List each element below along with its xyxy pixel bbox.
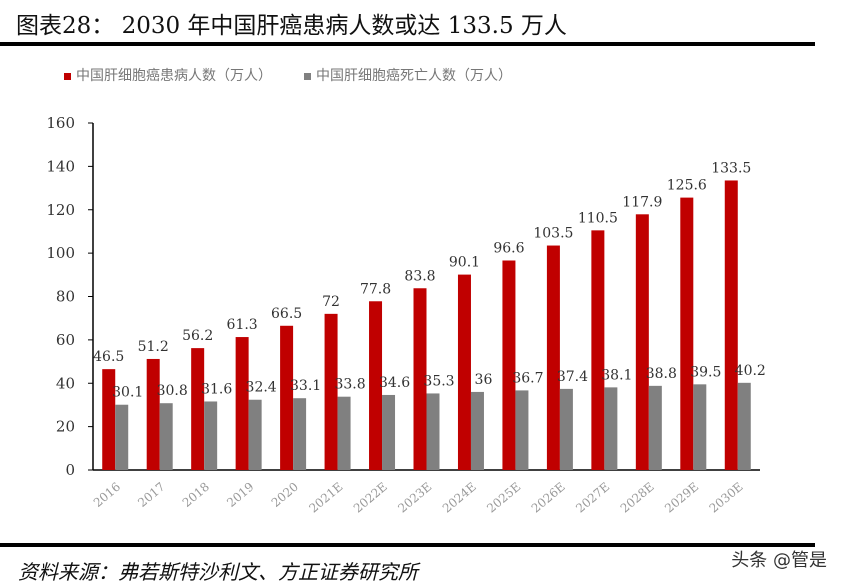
death-bar xyxy=(293,398,307,470)
title-divider xyxy=(0,42,815,46)
death-data-label: 33.1 xyxy=(290,378,321,394)
death-data-label: 33.8 xyxy=(334,377,365,393)
death-data-label: 38.1 xyxy=(601,367,632,383)
death-data-label: 30.1 xyxy=(112,385,143,401)
case-bar xyxy=(413,288,427,470)
legend-item-cases: 中国肝细胞癌患病人数（万人） xyxy=(64,65,272,85)
death-bar xyxy=(337,396,351,470)
death-bar xyxy=(737,382,751,470)
x-tick-label: 2029E xyxy=(662,480,701,516)
x-tick-label: 2027E xyxy=(573,480,612,516)
case-bar xyxy=(502,260,516,470)
case-data-label: 96.6 xyxy=(493,240,524,256)
death-bar xyxy=(115,404,129,470)
death-data-label: 36 xyxy=(475,372,493,388)
case-bar xyxy=(369,301,383,470)
legend: 中国肝细胞癌患病人数（万人） 中国肝细胞癌死亡人数（万人） xyxy=(64,65,512,85)
y-tick-label: 40 xyxy=(56,374,75,392)
y-tick-label: 0 xyxy=(65,461,75,479)
death-bar xyxy=(382,394,396,470)
death-bar xyxy=(693,384,707,470)
case-data-label: 133.5 xyxy=(711,160,751,176)
x-tick-label: 2021E xyxy=(306,480,345,516)
case-bar xyxy=(680,197,694,471)
case-data-label: 51.2 xyxy=(138,339,169,355)
x-tick-label: 2019 xyxy=(224,480,256,510)
case-data-label: 83.8 xyxy=(404,268,435,284)
death-data-label: 32.4 xyxy=(246,380,277,396)
x-tick-label: 2020 xyxy=(269,480,301,510)
case-bar xyxy=(280,325,294,470)
x-tick-label: 2026E xyxy=(529,480,568,516)
case-bar xyxy=(546,245,560,470)
death-data-label: 35.3 xyxy=(423,373,454,389)
y-tick-label: 120 xyxy=(46,201,75,219)
death-data-label: 40.2 xyxy=(735,363,766,379)
footer-divider xyxy=(0,543,815,547)
x-tick-label: 2024E xyxy=(440,480,479,516)
chart-title: 图表28： 2030 年中国肝癌患病人数或达 133.5 万人 xyxy=(16,13,567,39)
case-data-label: 72 xyxy=(322,294,340,310)
case-data-label: 90.1 xyxy=(449,255,480,271)
death-bar xyxy=(604,387,618,470)
death-bar xyxy=(204,401,218,470)
case-bar xyxy=(635,214,649,470)
case-data-label: 66.5 xyxy=(271,306,302,322)
case-bar xyxy=(724,180,738,471)
case-bar xyxy=(235,337,249,470)
y-tick-label: 100 xyxy=(46,244,75,262)
death-data-label: 38.8 xyxy=(646,366,677,382)
y-tick-label: 80 xyxy=(56,288,75,306)
legend-item-deaths: 中国肝细胞癌死亡人数（万人） xyxy=(304,65,512,85)
death-bar xyxy=(159,403,173,470)
death-data-label: 31.6 xyxy=(201,381,232,397)
x-tick-label: 2025E xyxy=(484,480,523,516)
case-bar xyxy=(102,369,116,470)
death-data-label: 34.6 xyxy=(379,375,410,391)
case-bar xyxy=(324,313,338,470)
legend-label: 中国肝细胞癌死亡人数（万人） xyxy=(316,68,512,84)
death-bar xyxy=(426,393,440,470)
death-data-label: 30.8 xyxy=(157,383,188,399)
case-data-label: 56.2 xyxy=(182,328,213,344)
y-tick-label: 20 xyxy=(56,418,75,436)
x-tick-label: 2022E xyxy=(351,480,390,516)
watermark: 头条 @管是 xyxy=(731,550,827,571)
y-tick-label: 140 xyxy=(46,157,75,175)
case-bar xyxy=(591,230,605,470)
case-bar xyxy=(191,348,205,470)
legend-label: 中国肝细胞癌患病人数（万人） xyxy=(76,68,272,84)
y-tick-label: 160 xyxy=(46,114,75,132)
legend-swatch-gray xyxy=(304,72,311,80)
case-data-label: 125.6 xyxy=(667,178,707,194)
case-data-label: 46.5 xyxy=(93,349,124,365)
x-tick-label: 2017 xyxy=(135,480,167,510)
death-data-label: 36.7 xyxy=(512,370,543,386)
case-bar xyxy=(146,358,160,470)
source-note: 资料来源：弗若斯特沙利文、方正证券研究所 xyxy=(18,560,418,584)
x-tick-label: 2018 xyxy=(180,480,212,510)
death-bar xyxy=(470,391,484,470)
case-data-label: 77.8 xyxy=(360,281,391,297)
legend-swatch-red xyxy=(64,72,71,80)
case-data-label: 103.5 xyxy=(533,226,573,242)
death-bar xyxy=(248,399,262,470)
death-data-label: 39.5 xyxy=(690,364,721,380)
death-bar xyxy=(515,390,529,470)
case-data-label: 110.5 xyxy=(578,210,618,226)
death-bar xyxy=(648,385,662,470)
case-data-label: 61.3 xyxy=(227,317,258,333)
case-bar xyxy=(457,274,471,470)
x-tick-label: 2016 xyxy=(91,480,123,510)
x-tick-label: 2028E xyxy=(618,480,657,516)
case-data-label: 117.9 xyxy=(622,194,662,210)
death-bar xyxy=(559,388,573,470)
x-tick-label: 2023E xyxy=(395,480,434,516)
y-tick-label: 60 xyxy=(56,331,75,349)
death-data-label: 37.4 xyxy=(557,369,588,385)
x-tick-label: 2030E xyxy=(707,480,746,516)
